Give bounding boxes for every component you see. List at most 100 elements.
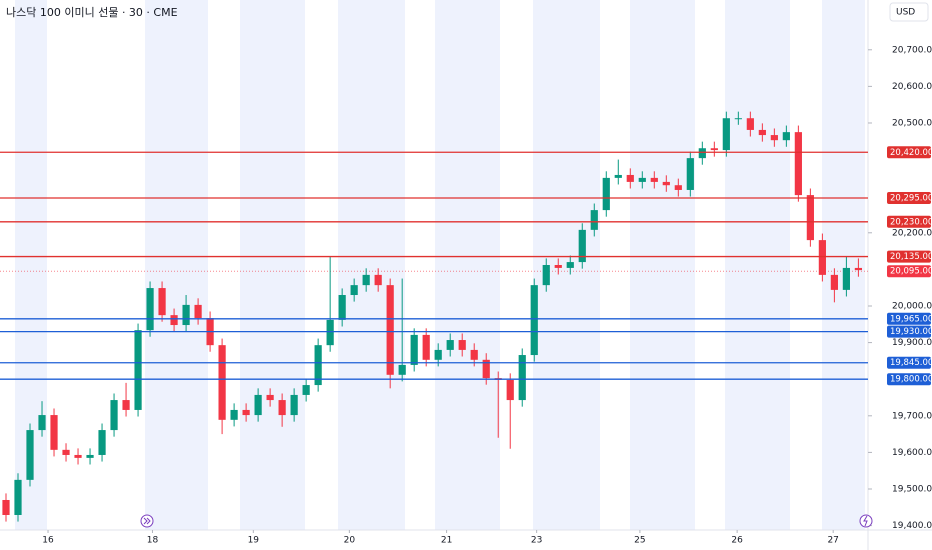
support-label-box xyxy=(887,373,931,386)
candle-body xyxy=(14,479,22,515)
candle-body xyxy=(350,285,358,296)
resistance-label-box xyxy=(887,146,931,159)
candle-body xyxy=(626,174,634,182)
y-tick-label: 19,400.00 xyxy=(892,521,932,531)
candle-body xyxy=(542,265,550,286)
candle-body xyxy=(482,359,490,379)
support-label: 19,930.00 xyxy=(890,327,932,337)
candle-body xyxy=(710,148,718,151)
candle-body xyxy=(314,345,322,386)
candle-body xyxy=(362,274,370,286)
candle-body xyxy=(170,315,178,326)
candle-body xyxy=(386,285,394,375)
y-tick-label: 20,200.00 xyxy=(892,228,932,238)
candle-body xyxy=(230,409,238,420)
candle-body xyxy=(62,449,70,455)
candle-body xyxy=(470,349,478,360)
resistance-label-box xyxy=(887,192,931,205)
resistance-label: 20,230.00 xyxy=(890,217,932,227)
candle-body xyxy=(326,319,334,346)
candle-body xyxy=(338,295,346,320)
candle-body xyxy=(830,274,838,290)
resistance-label: 20,135.00 xyxy=(890,252,932,262)
candle-body xyxy=(278,400,286,416)
candle-body xyxy=(842,267,850,290)
candle-body xyxy=(434,349,442,360)
candle-body xyxy=(602,177,610,211)
candle-body xyxy=(590,210,598,230)
candle-body xyxy=(686,158,694,190)
event-icon[interactable] xyxy=(140,514,154,528)
candle-body xyxy=(194,304,202,319)
candle-body xyxy=(302,385,310,395)
y-tick-label: 20,700.00 xyxy=(892,45,932,55)
candle-body xyxy=(806,195,814,241)
candle-body xyxy=(218,345,226,420)
x-tick-label: 26 xyxy=(731,536,743,546)
x-tick-label: 23 xyxy=(531,536,542,546)
candle-body xyxy=(722,118,730,151)
candle-body xyxy=(458,340,466,350)
support-label: 19,965.00 xyxy=(890,314,932,324)
candle-body xyxy=(662,181,670,186)
candle-body xyxy=(422,334,430,360)
y-tick-label: 19,900.00 xyxy=(892,338,932,348)
candle-body xyxy=(374,274,382,286)
candle-body xyxy=(614,174,622,178)
resistance-label-box xyxy=(887,215,931,228)
candle-body xyxy=(74,454,82,458)
chart-title: 나스닥 100 이미니 선물 · 30 · CME xyxy=(6,6,178,19)
support-label-box xyxy=(887,356,931,369)
candle-body xyxy=(50,415,58,450)
candle-body xyxy=(770,135,778,141)
candle-body xyxy=(782,132,790,141)
candle-body xyxy=(734,118,742,120)
candle-body xyxy=(110,400,118,431)
support-label: 19,845.00 xyxy=(890,358,932,368)
candle-body xyxy=(650,177,658,182)
currency-button[interactable] xyxy=(889,2,929,22)
candle-body xyxy=(674,185,682,190)
resistance-label: 20,295.00 xyxy=(890,194,932,204)
candle-body xyxy=(818,240,826,275)
candle-body xyxy=(242,409,250,416)
candle-body xyxy=(566,262,574,268)
candle-body xyxy=(158,288,166,316)
candle-body xyxy=(638,177,646,182)
candle-body xyxy=(98,430,106,455)
y-tick-label: 20,600.00 xyxy=(892,82,932,92)
resistance-label-box xyxy=(887,250,931,263)
candle-body xyxy=(410,334,418,365)
candle-body xyxy=(2,499,10,515)
y-tick-label: 19,700.00 xyxy=(892,411,932,421)
last-price-label: 20,095.00 xyxy=(890,267,932,277)
candle-body xyxy=(122,400,130,410)
candle-body xyxy=(134,330,142,410)
x-tick-label: 18 xyxy=(147,536,159,546)
currency-label[interactable]: USD xyxy=(896,8,915,18)
candle-body xyxy=(530,285,538,356)
support-label-box xyxy=(887,325,931,338)
support-label-box xyxy=(887,312,931,325)
x-tick-label: 19 xyxy=(248,536,260,546)
resistance-label: 20,420.00 xyxy=(890,148,932,158)
candle-body xyxy=(26,430,34,480)
candle-body xyxy=(746,118,754,130)
candle-body xyxy=(266,394,274,401)
candle-body xyxy=(182,304,190,326)
session-bands xyxy=(15,0,865,530)
support-label: 19,800.00 xyxy=(890,375,932,385)
y-tick-label: 20,000.00 xyxy=(892,301,932,311)
candle-body xyxy=(146,288,154,331)
candle-body xyxy=(254,394,262,416)
candle-body xyxy=(578,229,586,263)
last-price-label-box xyxy=(887,265,931,278)
candle-body xyxy=(506,379,514,401)
candle-body xyxy=(86,454,94,458)
event-icon[interactable] xyxy=(859,514,873,528)
candle-body xyxy=(698,148,706,159)
x-tick-label: 20 xyxy=(344,536,356,546)
x-tick-label: 21 xyxy=(441,536,452,546)
y-tick-label: 19,500.00 xyxy=(892,485,932,495)
